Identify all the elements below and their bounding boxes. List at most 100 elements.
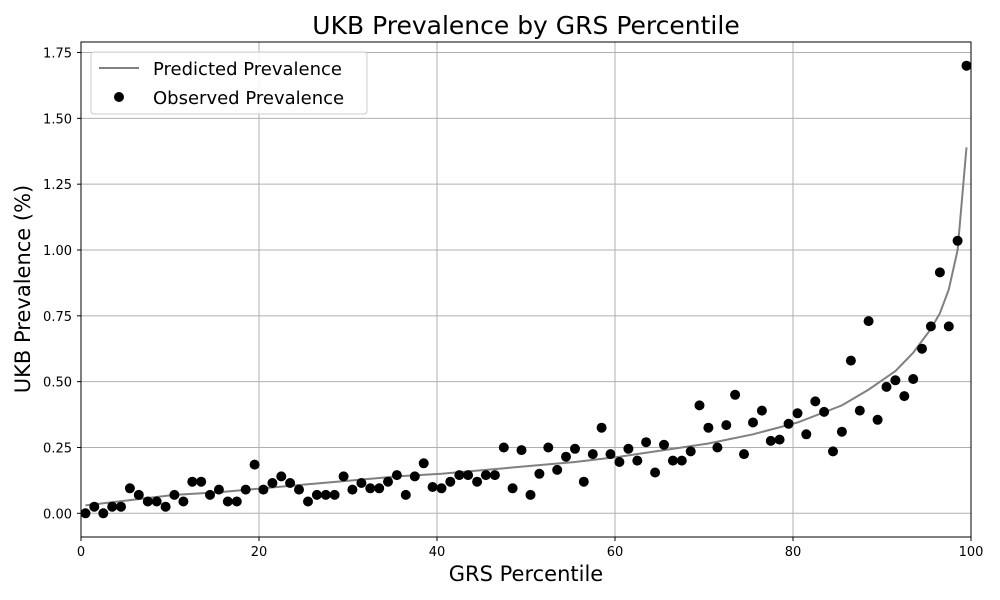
observed-point — [178, 496, 189, 507]
observed-point — [400, 489, 411, 500]
legend-box — [90, 51, 368, 115]
observed-point — [534, 468, 545, 479]
observed-point — [685, 446, 696, 457]
observed-point — [543, 442, 554, 453]
observed-point — [356, 478, 367, 488]
y-tick-label: 0.25 — [43, 441, 72, 456]
x-tick-label: 100 — [959, 545, 984, 560]
legend-point-swatch — [114, 92, 124, 102]
y-tick-label: 0.50 — [43, 376, 72, 391]
observed-point — [196, 476, 207, 487]
observed-point — [792, 408, 803, 419]
tick-layer: 0 20 40 60 80 100 0.00 0.25 0.50 0.75 1.00 1.25 1.50… — [43, 47, 983, 560]
y-tick-label: 1.00 — [43, 244, 72, 259]
x-tick-label: 0 — [77, 545, 85, 560]
observed-point — [925, 321, 936, 332]
observed-point — [454, 470, 465, 481]
observed-point — [133, 489, 144, 500]
observed-point — [703, 422, 714, 433]
observed-point — [748, 417, 758, 428]
observed-point — [641, 437, 652, 448]
observed-point — [570, 443, 580, 454]
observed-point — [391, 470, 402, 481]
observed-point — [89, 501, 100, 512]
observed-point — [552, 464, 563, 475]
observed-point — [240, 484, 251, 495]
y-axis-title: UKB Prevalence (%) — [11, 185, 35, 393]
observed-point — [267, 478, 278, 488]
observed-point — [338, 471, 349, 482]
observed-point — [952, 235, 963, 246]
observed-point — [329, 489, 340, 500]
observed-point — [650, 467, 661, 478]
observed-point — [222, 496, 233, 507]
y-tick-label: 0.75 — [43, 310, 72, 325]
observed-point — [169, 489, 180, 500]
y-tick-label: 0.00 — [43, 507, 72, 522]
observed-point — [187, 476, 198, 487]
observed-point — [383, 476, 393, 487]
observed-point — [739, 449, 749, 460]
observed-point — [436, 483, 447, 494]
observed-point — [578, 476, 589, 487]
x-tick-label: 60 — [607, 545, 624, 560]
legend: Predicted Prevalence Observed Prevalence — [90, 51, 368, 115]
observed-point — [525, 489, 536, 500]
observed-point — [374, 483, 385, 494]
y-tick-label: 1.25 — [43, 178, 72, 193]
x-tick-label: 20 — [251, 545, 268, 560]
observed-point — [934, 267, 945, 278]
observed-point — [276, 471, 287, 482]
observed-point — [311, 489, 322, 500]
observed-point — [561, 451, 571, 462]
observed-point — [445, 476, 456, 487]
observed-point — [845, 355, 856, 366]
observed-point — [463, 470, 474, 481]
observed-point — [614, 457, 625, 467]
observed-point — [783, 418, 794, 429]
observed-point — [507, 483, 518, 494]
observed-point — [498, 442, 509, 453]
observed-point — [917, 343, 927, 354]
observed-point — [667, 455, 678, 466]
point-layer — [80, 60, 972, 519]
observed-point — [258, 484, 269, 495]
observed-point — [756, 405, 767, 416]
observed-point — [828, 446, 838, 457]
observed-point — [80, 508, 91, 519]
observed-point — [908, 374, 919, 384]
observed-point — [623, 443, 634, 454]
y-tick-label: 1.75 — [43, 47, 72, 62]
observed-point — [418, 458, 429, 469]
observed-point — [142, 496, 153, 507]
chart-title: UKB Prevalence by GRS Percentile — [312, 11, 739, 40]
y-tick-label: 1.50 — [43, 112, 72, 127]
x-tick-label: 40 — [429, 545, 446, 560]
observed-point — [881, 381, 892, 392]
x-tick-label: 80 — [785, 545, 802, 560]
observed-point — [801, 429, 812, 440]
observed-point — [320, 489, 331, 500]
observed-point — [810, 396, 821, 407]
observed-point — [961, 60, 972, 71]
observed-point — [854, 405, 865, 416]
observed-point — [596, 422, 607, 433]
observed-point — [98, 508, 109, 519]
observed-point — [249, 459, 260, 470]
x-axis-title: GRS Percentile — [449, 562, 603, 586]
observed-point — [116, 501, 126, 512]
observed-point — [712, 442, 723, 453]
observed-point — [489, 470, 500, 481]
observed-point — [943, 321, 954, 332]
observed-point — [863, 316, 874, 327]
observed-point — [890, 375, 901, 386]
observed-point — [303, 496, 313, 507]
observed-point — [836, 426, 847, 437]
observed-point — [765, 435, 776, 446]
observed-point — [587, 449, 598, 460]
grid-layer — [80, 42, 972, 537]
observed-point — [213, 484, 224, 495]
observed-point — [124, 483, 135, 494]
observed-point — [694, 400, 705, 411]
